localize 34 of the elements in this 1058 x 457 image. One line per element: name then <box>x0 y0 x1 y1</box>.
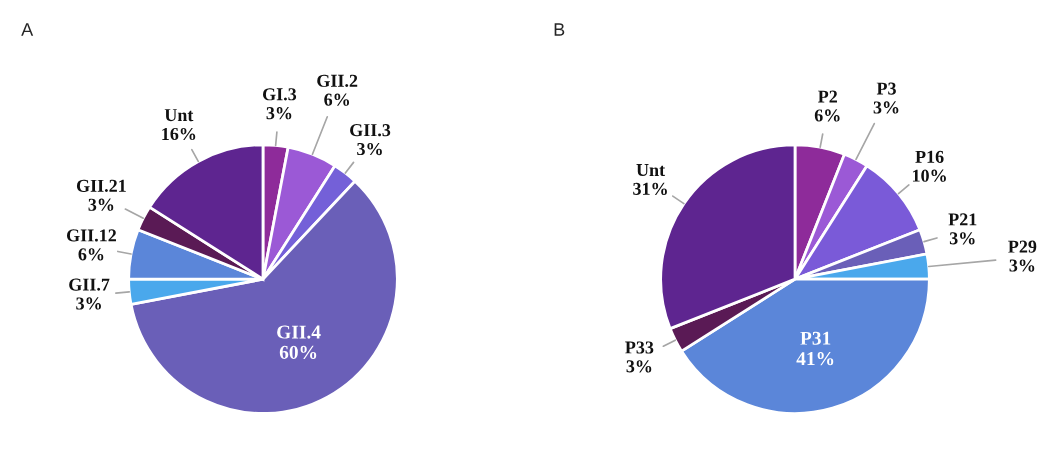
data-label: 6% <box>78 248 104 261</box>
slice-label: P31 <box>800 331 831 345</box>
data-label: 10% <box>912 169 946 182</box>
slice-label: P2 <box>818 90 837 103</box>
data-label: 3% <box>357 142 382 156</box>
data-label: 16% <box>162 127 196 141</box>
slice-label: P33 <box>625 341 654 354</box>
slice-label: P3 <box>876 82 896 95</box>
chart-title: A <box>21 23 34 36</box>
data-label: 3% <box>1009 259 1035 272</box>
slice-label: GII.21 <box>76 179 126 192</box>
data-label: 3% <box>88 198 114 211</box>
data-label: 3% <box>873 101 899 114</box>
data-label: 6% <box>324 93 350 106</box>
data-label: 41% <box>796 352 834 366</box>
data-label: 60% <box>279 345 317 360</box>
slice-label: Unt <box>164 109 194 122</box>
data-label: 6% <box>814 109 840 122</box>
data-label: 3% <box>266 107 292 120</box>
data-label: 3% <box>949 232 975 245</box>
slice-label: P16 <box>915 150 944 163</box>
slice-label: GI.3 <box>263 88 297 101</box>
slice-label: P29 <box>1008 240 1037 253</box>
data-label: 31% <box>633 182 667 195</box>
slice-label: GII.12 <box>66 229 116 242</box>
slice-label: P21 <box>948 213 977 226</box>
chart-title: B <box>554 23 565 36</box>
data-label: 3% <box>626 360 652 373</box>
slice-label: Unt <box>636 164 666 177</box>
slice-label: GII.2 <box>317 74 358 87</box>
slice-label: GII.3 <box>350 124 391 137</box>
slice-label: GII.7 <box>69 278 110 291</box>
data-label: 3% <box>76 297 101 310</box>
slice-label: GII.4 <box>277 325 321 339</box>
